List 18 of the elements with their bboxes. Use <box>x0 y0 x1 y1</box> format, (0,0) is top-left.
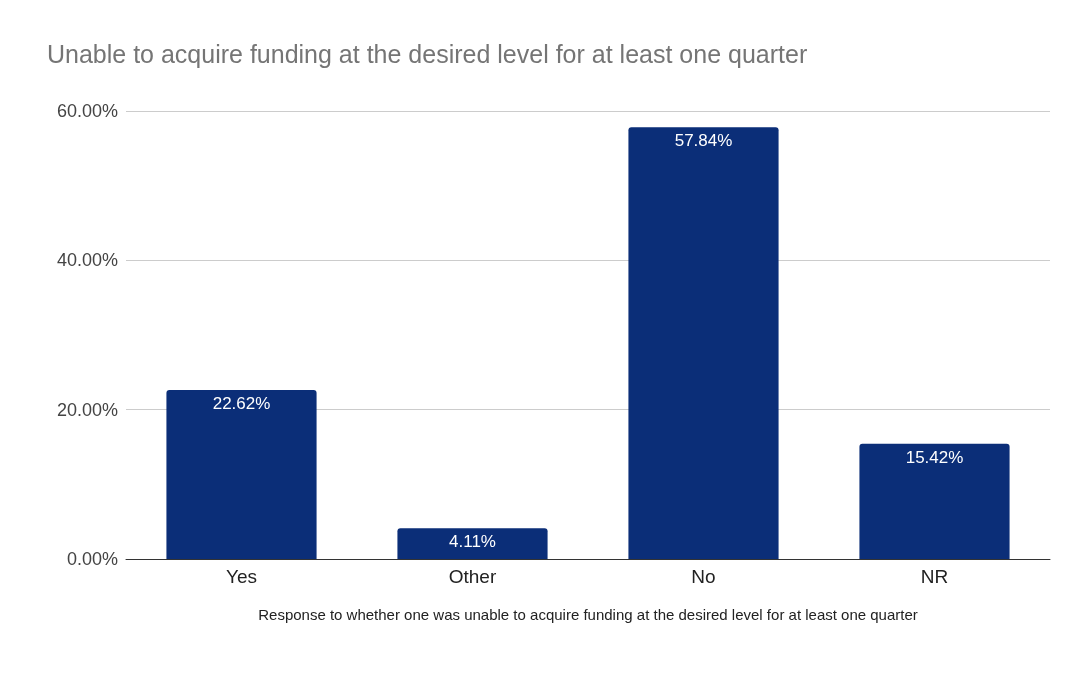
bar <box>859 443 1010 559</box>
y-tick-label: 60.00% <box>56 101 118 121</box>
y-tick-label: 0.00% <box>66 549 118 569</box>
data-label: 15.42% <box>905 447 964 467</box>
x-tick-label: NR <box>920 566 949 587</box>
bar <box>166 390 317 559</box>
y-tick-label: 40.00% <box>56 250 118 271</box>
data-label: 57.84% <box>674 131 733 151</box>
bar <box>397 528 548 559</box>
x-axis-title: Response to whether one was unable to acquire funding at the desired level for at least one quarter <box>258 606 918 623</box>
x-tick-label: Other <box>448 566 497 587</box>
x-tick-label: Yes <box>226 566 257 587</box>
data-label: 22.62% <box>212 394 271 414</box>
data-label: 4.11% <box>449 532 496 552</box>
x-tick-label: No <box>691 566 716 587</box>
bar <box>628 127 779 559</box>
chart-title: Unable to acquire funding at the desired level for at least one quarter <box>47 39 808 68</box>
y-tick-label: 20.00% <box>56 399 118 420</box>
